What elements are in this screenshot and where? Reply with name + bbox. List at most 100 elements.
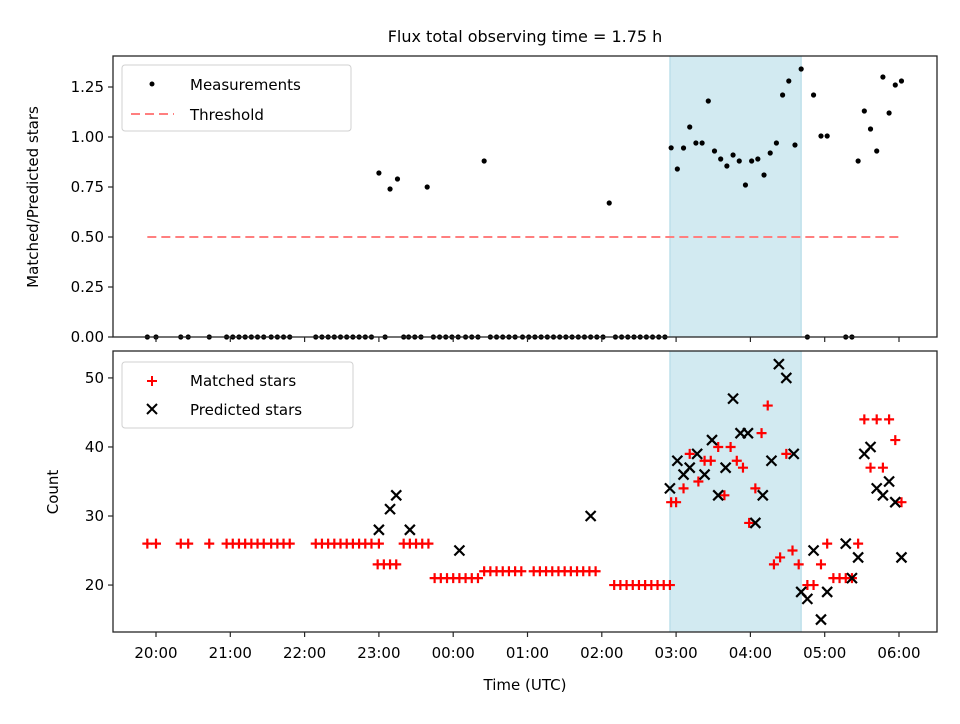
x-tick-label: 22:00 bbox=[283, 644, 326, 662]
measurement-point bbox=[855, 158, 861, 164]
matched-star-point bbox=[859, 414, 870, 425]
predicted-star-point bbox=[889, 496, 902, 508]
predicted-star-point bbox=[390, 489, 403, 502]
predicted-star-point bbox=[384, 503, 396, 515]
matched-star-point bbox=[472, 573, 483, 584]
x-tick-label: 05:00 bbox=[803, 644, 846, 662]
measurement-point bbox=[736, 158, 742, 164]
matched-star-point bbox=[890, 435, 901, 446]
matched-star-point bbox=[865, 462, 876, 473]
predicted-star-point bbox=[801, 593, 814, 605]
measurement-point bbox=[886, 110, 892, 116]
measurement-point bbox=[687, 124, 693, 130]
predicted-star-point bbox=[846, 572, 858, 584]
x-tick-label: 04:00 bbox=[729, 644, 772, 662]
predicted-star-point bbox=[373, 524, 385, 536]
y-tick-label: 0.75 bbox=[71, 178, 104, 196]
predicted-star-point bbox=[821, 586, 833, 598]
matched-star-point bbox=[423, 538, 434, 549]
predicted-star-point bbox=[727, 392, 739, 405]
measurement-point bbox=[824, 133, 830, 139]
measurement-point bbox=[699, 140, 705, 146]
matched-star-point bbox=[516, 566, 527, 577]
matched-star-point bbox=[853, 538, 864, 549]
legend-measurements-marker bbox=[149, 81, 155, 87]
predicted-star-point bbox=[453, 544, 466, 557]
measurement-point bbox=[874, 148, 880, 154]
matched-star-point bbox=[775, 552, 786, 563]
matched-star-point bbox=[737, 462, 748, 473]
measurement-point bbox=[773, 140, 780, 146]
x-tick-label: 20:00 bbox=[134, 644, 177, 662]
measurement-point bbox=[867, 126, 874, 132]
matched-star-point bbox=[204, 538, 215, 549]
y-tick-label: 1.00 bbox=[71, 128, 104, 146]
measurement-point bbox=[755, 156, 761, 162]
predicted-star-point bbox=[742, 427, 754, 439]
x-tick-label: 00:00 bbox=[432, 644, 475, 662]
measurement-point bbox=[730, 152, 736, 158]
predicted-star-point bbox=[749, 517, 762, 529]
chart-title: Flux total observing time = 1.75 h bbox=[388, 27, 663, 46]
matched-star-point bbox=[822, 538, 833, 549]
measurement-point bbox=[779, 92, 786, 98]
measurement-point bbox=[668, 145, 674, 151]
predicted-star-point bbox=[765, 454, 778, 467]
measurement-point bbox=[880, 74, 886, 80]
x-tick-label: 23:00 bbox=[357, 644, 400, 662]
observing-window-shade-bottom bbox=[669, 350, 802, 633]
predicted-star-point bbox=[815, 613, 827, 626]
measurement-point bbox=[861, 108, 867, 114]
predicted-star-point bbox=[404, 524, 416, 536]
measurement-point bbox=[786, 78, 792, 84]
measurement-point bbox=[767, 150, 773, 156]
observing-window-shade-top bbox=[669, 55, 802, 338]
matched-star-point bbox=[725, 441, 736, 452]
matched-star-point bbox=[151, 538, 161, 549]
bottom-y-axis-label: Count bbox=[44, 470, 62, 515]
matched-star-point bbox=[884, 414, 895, 425]
measurement-point bbox=[818, 133, 824, 139]
matched-star-point bbox=[793, 559, 804, 570]
matched-star-point bbox=[815, 559, 826, 570]
matched-star-point bbox=[664, 580, 675, 591]
measurement-point bbox=[674, 166, 680, 172]
matched-star-point bbox=[705, 455, 716, 466]
x-tick-label: 02:00 bbox=[580, 644, 623, 662]
y-tick-label: 0.25 bbox=[71, 278, 104, 296]
matched-star-point bbox=[391, 559, 402, 570]
predicted-star-point bbox=[691, 448, 703, 460]
matched-star-point bbox=[744, 517, 755, 528]
matched-star-point bbox=[756, 428, 767, 439]
measurement-point bbox=[387, 186, 393, 192]
measurement-point bbox=[376, 170, 382, 176]
bottom-legend: Matched stars Predicted stars bbox=[121, 361, 354, 429]
y-tick-label: 40 bbox=[85, 438, 104, 456]
measurement-point bbox=[693, 140, 699, 146]
matched-star-point bbox=[684, 448, 695, 459]
measurement-point bbox=[810, 92, 817, 98]
measurement-point bbox=[761, 172, 767, 178]
predicted-star-point bbox=[671, 454, 684, 467]
measurement-point bbox=[718, 156, 724, 162]
matched-star-point bbox=[871, 414, 882, 425]
matched-star-point bbox=[877, 462, 888, 473]
predicted-star-point bbox=[877, 489, 889, 502]
predicted-star-point bbox=[757, 489, 769, 502]
predicted-star-point bbox=[787, 448, 800, 460]
matched-star-point bbox=[768, 559, 779, 570]
predicted-star-point bbox=[664, 482, 676, 495]
x-tick-label: 06:00 bbox=[877, 644, 920, 662]
measurement-point bbox=[680, 145, 687, 151]
matched-star-point bbox=[731, 455, 742, 466]
y-tick-label: 0.00 bbox=[71, 328, 104, 346]
matched-star-point bbox=[750, 483, 761, 494]
predicted-star-point bbox=[773, 358, 785, 370]
y-tick-label: 50 bbox=[85, 369, 104, 387]
y-tick-label: 20 bbox=[85, 576, 104, 594]
measurement-point bbox=[749, 158, 755, 164]
matched-star-point bbox=[183, 538, 194, 549]
matched-star-point bbox=[693, 476, 704, 487]
legend-matched-label: Matched stars bbox=[190, 372, 296, 390]
